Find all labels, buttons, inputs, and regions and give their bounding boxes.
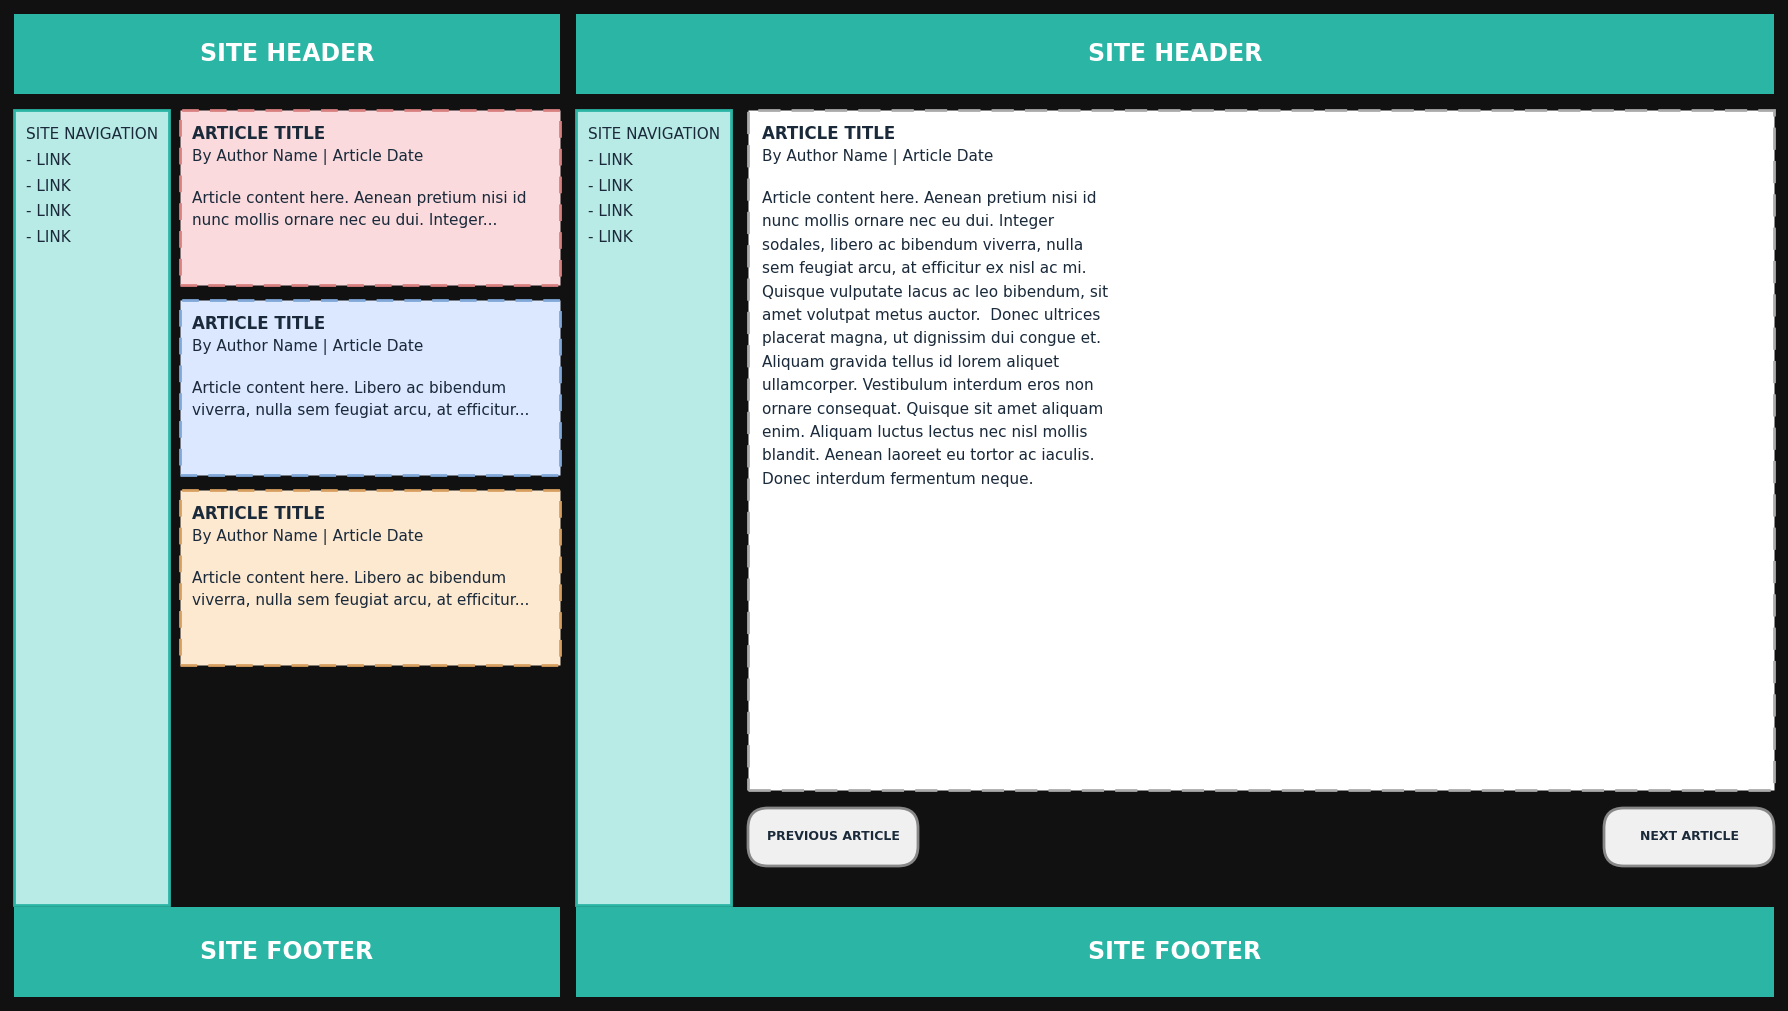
Text: SITE NAVIGATION
- LINK
- LINK
- LINK
- LINK: SITE NAVIGATION - LINK - LINK - LINK - L… bbox=[27, 127, 157, 246]
Text: By Author Name | Article Date: By Author Name | Article Date bbox=[191, 339, 424, 355]
Text: Article content here. Aenean pretium nisi id
nunc mollis ornare nec eu dui. Inte: Article content here. Aenean pretium nis… bbox=[762, 191, 1109, 487]
FancyBboxPatch shape bbox=[747, 110, 1774, 790]
FancyBboxPatch shape bbox=[747, 808, 917, 866]
Text: PREVIOUS ARTICLE: PREVIOUS ARTICLE bbox=[767, 830, 899, 843]
Text: SITE FOOTER: SITE FOOTER bbox=[1089, 940, 1262, 964]
FancyBboxPatch shape bbox=[181, 300, 560, 475]
Text: By Author Name | Article Date: By Author Name | Article Date bbox=[191, 149, 424, 165]
Text: ARTICLE TITLE: ARTICLE TITLE bbox=[191, 506, 325, 523]
FancyBboxPatch shape bbox=[14, 14, 560, 94]
Text: ARTICLE TITLE: ARTICLE TITLE bbox=[762, 125, 896, 143]
Text: By Author Name | Article Date: By Author Name | Article Date bbox=[191, 529, 424, 545]
FancyBboxPatch shape bbox=[181, 110, 560, 285]
Text: SITE HEADER: SITE HEADER bbox=[200, 42, 374, 66]
Text: By Author Name | Article Date: By Author Name | Article Date bbox=[762, 149, 994, 165]
Text: Article content here. Libero ac bibendum
viverra, nulla sem feugiat arcu, at eff: Article content here. Libero ac bibendum… bbox=[191, 381, 529, 419]
Text: SITE NAVIGATION
- LINK
- LINK
- LINK
- LINK: SITE NAVIGATION - LINK - LINK - LINK - L… bbox=[588, 127, 721, 246]
Text: ARTICLE TITLE: ARTICLE TITLE bbox=[191, 125, 325, 143]
FancyBboxPatch shape bbox=[576, 110, 731, 905]
Text: Article content here. Libero ac bibendum
viverra, nulla sem feugiat arcu, at eff: Article content here. Libero ac bibendum… bbox=[191, 571, 529, 609]
FancyBboxPatch shape bbox=[576, 907, 1774, 997]
Text: NEXT ARTICLE: NEXT ARTICLE bbox=[1640, 830, 1738, 843]
Text: ARTICLE TITLE: ARTICLE TITLE bbox=[191, 315, 325, 333]
FancyBboxPatch shape bbox=[14, 907, 560, 997]
Text: Article content here. Aenean pretium nisi id
nunc mollis ornare nec eu dui. Inte: Article content here. Aenean pretium nis… bbox=[191, 191, 526, 228]
FancyBboxPatch shape bbox=[576, 14, 1774, 94]
Text: SITE FOOTER: SITE FOOTER bbox=[200, 940, 374, 964]
FancyBboxPatch shape bbox=[1604, 808, 1774, 866]
FancyBboxPatch shape bbox=[181, 490, 560, 665]
FancyBboxPatch shape bbox=[14, 110, 170, 905]
Text: SITE HEADER: SITE HEADER bbox=[1087, 42, 1262, 66]
